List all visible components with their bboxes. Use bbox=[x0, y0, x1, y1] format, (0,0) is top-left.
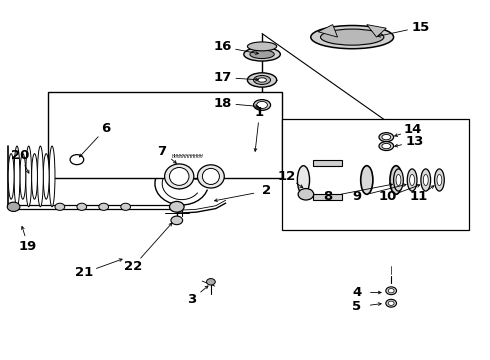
Ellipse shape bbox=[382, 143, 391, 149]
Text: 2: 2 bbox=[262, 184, 271, 197]
Ellipse shape bbox=[390, 166, 402, 194]
Text: 14: 14 bbox=[404, 123, 422, 136]
Polygon shape bbox=[282, 119, 469, 230]
Circle shape bbox=[206, 279, 215, 285]
Ellipse shape bbox=[253, 76, 270, 85]
Ellipse shape bbox=[379, 133, 393, 141]
Circle shape bbox=[7, 202, 20, 211]
Text: 1: 1 bbox=[255, 105, 264, 119]
Circle shape bbox=[171, 216, 183, 225]
Ellipse shape bbox=[297, 166, 310, 194]
Ellipse shape bbox=[250, 50, 274, 59]
Ellipse shape bbox=[379, 141, 393, 150]
Ellipse shape bbox=[43, 154, 49, 199]
Ellipse shape bbox=[421, 169, 431, 191]
Ellipse shape bbox=[14, 146, 20, 207]
Ellipse shape bbox=[170, 167, 189, 185]
Ellipse shape bbox=[165, 164, 194, 189]
Polygon shape bbox=[313, 160, 343, 166]
Ellipse shape bbox=[258, 78, 267, 82]
Ellipse shape bbox=[31, 154, 37, 199]
Ellipse shape bbox=[26, 146, 31, 207]
Ellipse shape bbox=[388, 289, 394, 293]
Ellipse shape bbox=[37, 146, 43, 207]
Text: 13: 13 bbox=[405, 135, 424, 148]
Text: 5: 5 bbox=[352, 300, 362, 313]
Ellipse shape bbox=[382, 134, 391, 140]
Text: HHHHHHHHHHH: HHHHHHHHHHH bbox=[171, 154, 202, 159]
Text: 7: 7 bbox=[158, 145, 167, 158]
Ellipse shape bbox=[393, 169, 403, 191]
Polygon shape bbox=[318, 24, 338, 37]
Ellipse shape bbox=[8, 154, 14, 199]
Text: 9: 9 bbox=[352, 190, 362, 203]
Ellipse shape bbox=[388, 301, 394, 305]
Circle shape bbox=[77, 203, 87, 210]
Text: 20: 20 bbox=[11, 149, 29, 162]
Polygon shape bbox=[313, 194, 343, 200]
Ellipse shape bbox=[386, 299, 396, 307]
Ellipse shape bbox=[202, 168, 220, 184]
Text: 3: 3 bbox=[187, 293, 196, 306]
Ellipse shape bbox=[247, 73, 277, 87]
Text: 21: 21 bbox=[75, 266, 93, 279]
Text: 12: 12 bbox=[277, 170, 295, 183]
Circle shape bbox=[121, 203, 130, 210]
Polygon shape bbox=[48, 93, 282, 178]
Ellipse shape bbox=[311, 26, 393, 49]
Text: 16: 16 bbox=[214, 40, 232, 53]
Ellipse shape bbox=[247, 42, 277, 51]
Ellipse shape bbox=[423, 175, 428, 185]
Ellipse shape bbox=[435, 169, 444, 191]
Text: 8: 8 bbox=[323, 190, 332, 203]
Polygon shape bbox=[367, 24, 386, 37]
Circle shape bbox=[55, 203, 65, 210]
Ellipse shape bbox=[197, 165, 224, 188]
Ellipse shape bbox=[396, 175, 401, 185]
Circle shape bbox=[170, 202, 184, 212]
Text: 11: 11 bbox=[409, 190, 428, 203]
Ellipse shape bbox=[49, 146, 55, 207]
Ellipse shape bbox=[320, 29, 384, 45]
Text: 6: 6 bbox=[101, 122, 111, 135]
Ellipse shape bbox=[20, 154, 26, 199]
Ellipse shape bbox=[407, 169, 417, 191]
Text: 15: 15 bbox=[411, 21, 430, 33]
Text: 22: 22 bbox=[124, 260, 142, 273]
Circle shape bbox=[99, 203, 109, 210]
Text: 17: 17 bbox=[214, 71, 232, 84]
Ellipse shape bbox=[244, 48, 280, 61]
Ellipse shape bbox=[386, 287, 396, 295]
Ellipse shape bbox=[410, 175, 415, 185]
Text: 18: 18 bbox=[214, 97, 232, 110]
Circle shape bbox=[70, 155, 84, 165]
Ellipse shape bbox=[437, 175, 442, 185]
Text: 19: 19 bbox=[19, 240, 37, 253]
Circle shape bbox=[298, 189, 314, 200]
Ellipse shape bbox=[257, 102, 268, 109]
Ellipse shape bbox=[361, 166, 373, 194]
Text: 4: 4 bbox=[352, 286, 362, 299]
Text: 10: 10 bbox=[379, 190, 397, 203]
Ellipse shape bbox=[253, 100, 270, 111]
